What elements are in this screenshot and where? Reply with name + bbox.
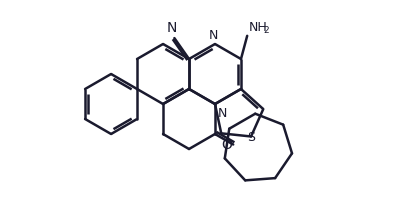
Text: S: S xyxy=(247,131,255,144)
Text: NH: NH xyxy=(249,21,268,34)
Text: O: O xyxy=(222,137,232,151)
Text: N: N xyxy=(218,107,227,120)
Text: N: N xyxy=(166,21,177,35)
Text: N: N xyxy=(208,29,218,42)
Text: 2: 2 xyxy=(263,26,269,35)
